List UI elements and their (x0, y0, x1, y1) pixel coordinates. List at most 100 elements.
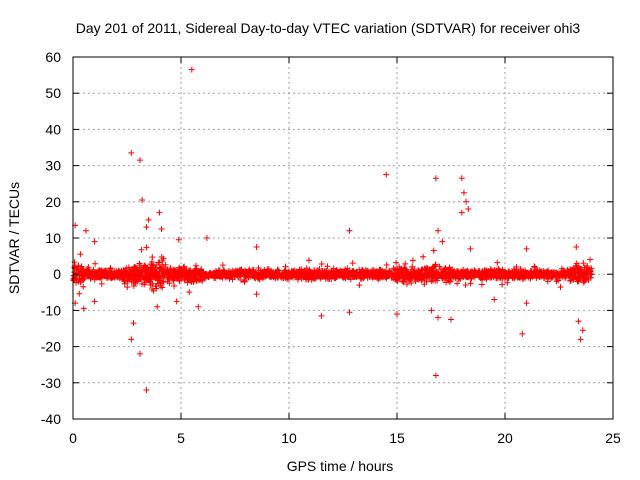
data-point (377, 266, 384, 273)
data-point (159, 279, 166, 286)
data-point (154, 303, 161, 310)
data-point (402, 260, 409, 267)
data-point (177, 265, 184, 272)
data-point (121, 275, 128, 282)
data-point (95, 269, 102, 276)
data-point (581, 278, 588, 285)
data-point (295, 274, 302, 281)
data-point (406, 275, 413, 282)
data-point (273, 272, 280, 279)
data-point (496, 274, 503, 281)
x-tick-labels: 0 5 10 15 20 25 (69, 430, 621, 446)
data-point (302, 273, 309, 280)
data-point (580, 260, 587, 267)
axis-ticks (72, 56, 614, 420)
y-tick-label: 40 (45, 121, 61, 137)
data-point (421, 273, 428, 280)
data-point (429, 272, 436, 279)
data-point (215, 272, 222, 279)
data-point (142, 264, 149, 271)
data-point (238, 266, 245, 273)
data-point (515, 273, 522, 280)
data-point (186, 289, 193, 296)
y-tick-label: 10 (45, 230, 61, 246)
data-point (558, 265, 565, 272)
data-point (582, 274, 589, 281)
data-point (351, 270, 358, 277)
data-point (171, 282, 178, 289)
data-point (338, 268, 345, 275)
y-tick-label: -30 (41, 375, 61, 391)
data-point (373, 269, 380, 276)
data-point (93, 274, 100, 281)
data-point (519, 330, 526, 337)
data-point (206, 272, 213, 279)
data-point (189, 268, 196, 275)
data-point (523, 300, 530, 307)
data-point (588, 270, 595, 277)
data-point (358, 272, 365, 279)
data-point (178, 270, 185, 277)
data-point (393, 259, 400, 266)
data-point (554, 276, 561, 283)
data-point (303, 270, 310, 277)
data-point (138, 280, 145, 287)
data-point (173, 275, 180, 282)
data-point (344, 265, 351, 272)
data-point (286, 270, 293, 277)
data-point (212, 274, 219, 281)
data-point (318, 260, 325, 267)
data-point (127, 266, 134, 273)
data-point (345, 274, 352, 281)
data-point (151, 269, 158, 276)
data-point (353, 269, 360, 276)
data-point (77, 265, 84, 272)
data-point (531, 264, 538, 271)
data-point (173, 298, 180, 305)
data-point (120, 276, 127, 283)
data-point (150, 262, 157, 269)
data-point (394, 311, 400, 318)
data-point (344, 273, 351, 280)
data-point (573, 244, 580, 251)
data-point (579, 327, 586, 334)
data-point (181, 276, 188, 283)
chart-title: Day 201 of 2011, Sidereal Day-to-day VTE… (76, 20, 581, 36)
data-point (467, 280, 474, 287)
data-point (143, 276, 150, 283)
data-point (261, 267, 268, 274)
data-point (147, 281, 154, 288)
data-point (243, 269, 250, 276)
data-point (575, 275, 582, 282)
data-point (417, 268, 424, 275)
data-point (421, 265, 428, 272)
data-point (150, 287, 157, 294)
data-point (463, 268, 470, 275)
data-point (286, 275, 293, 282)
data-point (517, 265, 524, 272)
data-point (80, 305, 87, 312)
data-point (577, 272, 584, 279)
data-point (111, 268, 118, 275)
data-point (356, 282, 363, 289)
data-point (467, 245, 474, 252)
data-point (245, 269, 252, 276)
data-point (462, 281, 469, 288)
data-point (82, 227, 89, 234)
data-point (435, 314, 442, 321)
data-point (79, 271, 86, 278)
data-point (356, 266, 363, 273)
data-point (219, 262, 226, 269)
data-point (155, 272, 162, 279)
data-point (251, 271, 258, 278)
data-point (75, 262, 82, 269)
data-point (156, 276, 163, 283)
data-point (346, 227, 353, 234)
data-point (403, 280, 410, 287)
data-point (255, 264, 262, 271)
data-point (70, 272, 77, 279)
data-point (180, 267, 187, 274)
data-point (567, 277, 574, 284)
data-point (170, 266, 177, 273)
data-point (156, 264, 163, 271)
